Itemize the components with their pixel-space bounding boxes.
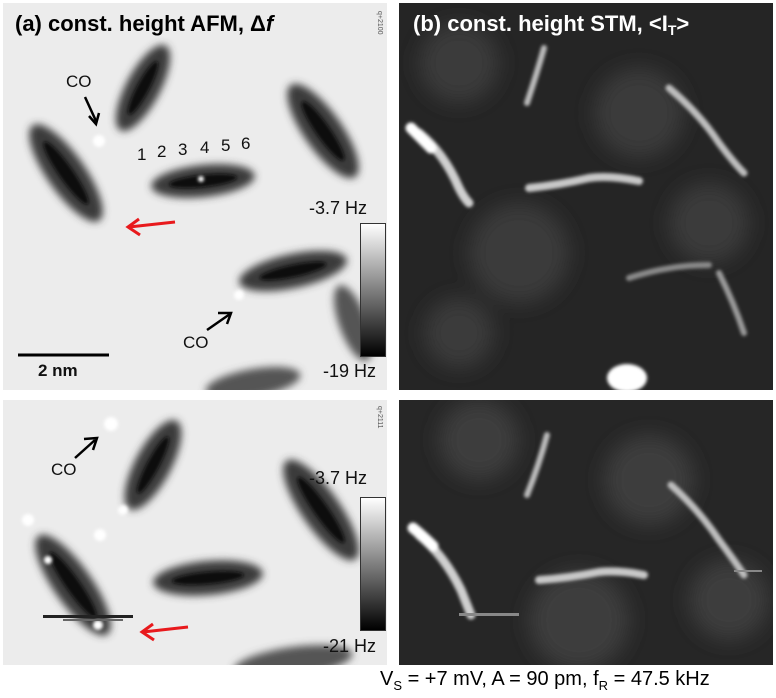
stm-panel-bottom <box>399 400 773 665</box>
colorbar-top-min: -19 Hz <box>323 361 377 381</box>
co-label-3: CO <box>51 460 77 479</box>
afm-panel-bottom: q+2111 CO -3.7 Hz -21 Hz <box>3 400 387 665</box>
panel-a-title: (a) const. height AFM, Δf <box>15 11 274 36</box>
afm-panel-top: (a) const. height AFM, Δf q+2100 CO CO 1… <box>3 3 387 390</box>
molecule-number-3: 3 <box>178 140 188 159</box>
panel-b-title: (b) const. height STM, <IT> <box>413 11 690 38</box>
scan-id-top: q+2100 <box>376 11 383 35</box>
co-label-1: CO <box>66 72 92 91</box>
co-label-2: CO <box>183 333 209 352</box>
measurement-parameters: VS = +7 mV, A = 90 pm, fR = 47.5 kHz <box>380 668 710 693</box>
molecule-number-5: 5 <box>221 136 231 155</box>
colorbar-bottom-min: -21 Hz <box>323 636 377 656</box>
scan-id-bottom: q+2111 <box>376 406 383 429</box>
colorbar-top-max: -3.7 Hz <box>309 198 368 218</box>
colorbar-bottom <box>360 497 386 631</box>
stm-image-bottom <box>399 400 773 665</box>
stm-image-top <box>399 3 773 390</box>
molecule-number-1: 1 <box>137 145 147 164</box>
molecule-number-4: 4 <box>200 138 210 157</box>
stm-panel-top: (b) const. height STM, <IT> <box>399 3 773 390</box>
afm-image-top <box>3 3 387 390</box>
molecule-number-2: 2 <box>157 142 167 161</box>
co-arrow-2 <box>206 311 233 332</box>
red-arrow-bottom <box>139 622 189 642</box>
co-arrow-3 <box>74 436 99 459</box>
molecule-number-6: 6 <box>241 134 251 153</box>
colorbar-top <box>360 223 386 357</box>
red-arrow-top <box>125 217 176 237</box>
co-arrow-1 <box>83 96 101 127</box>
afm-image-bottom <box>3 400 387 665</box>
colorbar-bottom-max: -3.7 Hz <box>309 468 368 488</box>
scale-bar-label: 2 nm <box>38 361 78 380</box>
